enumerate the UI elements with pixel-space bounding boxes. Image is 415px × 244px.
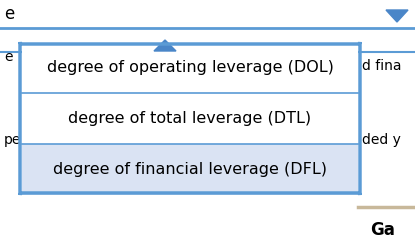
Text: degree of total leverage (DTL): degree of total leverage (DTL) bbox=[68, 111, 312, 126]
Bar bbox=[22, 93, 358, 144]
Bar bbox=[22, 144, 358, 195]
Text: degree of operating leverage (DOL): degree of operating leverage (DOL) bbox=[46, 60, 333, 75]
Text: ded y: ded y bbox=[362, 133, 401, 147]
Polygon shape bbox=[154, 40, 176, 51]
Text: e: e bbox=[4, 50, 12, 64]
Text: pe: pe bbox=[4, 133, 22, 147]
Text: e: e bbox=[4, 5, 14, 23]
Text: degree of financial leverage (DFL): degree of financial leverage (DFL) bbox=[53, 162, 327, 177]
Polygon shape bbox=[386, 10, 408, 22]
Bar bbox=[22, 42, 358, 93]
Text: Ga: Ga bbox=[370, 221, 395, 239]
Text: d fina: d fina bbox=[362, 59, 401, 73]
